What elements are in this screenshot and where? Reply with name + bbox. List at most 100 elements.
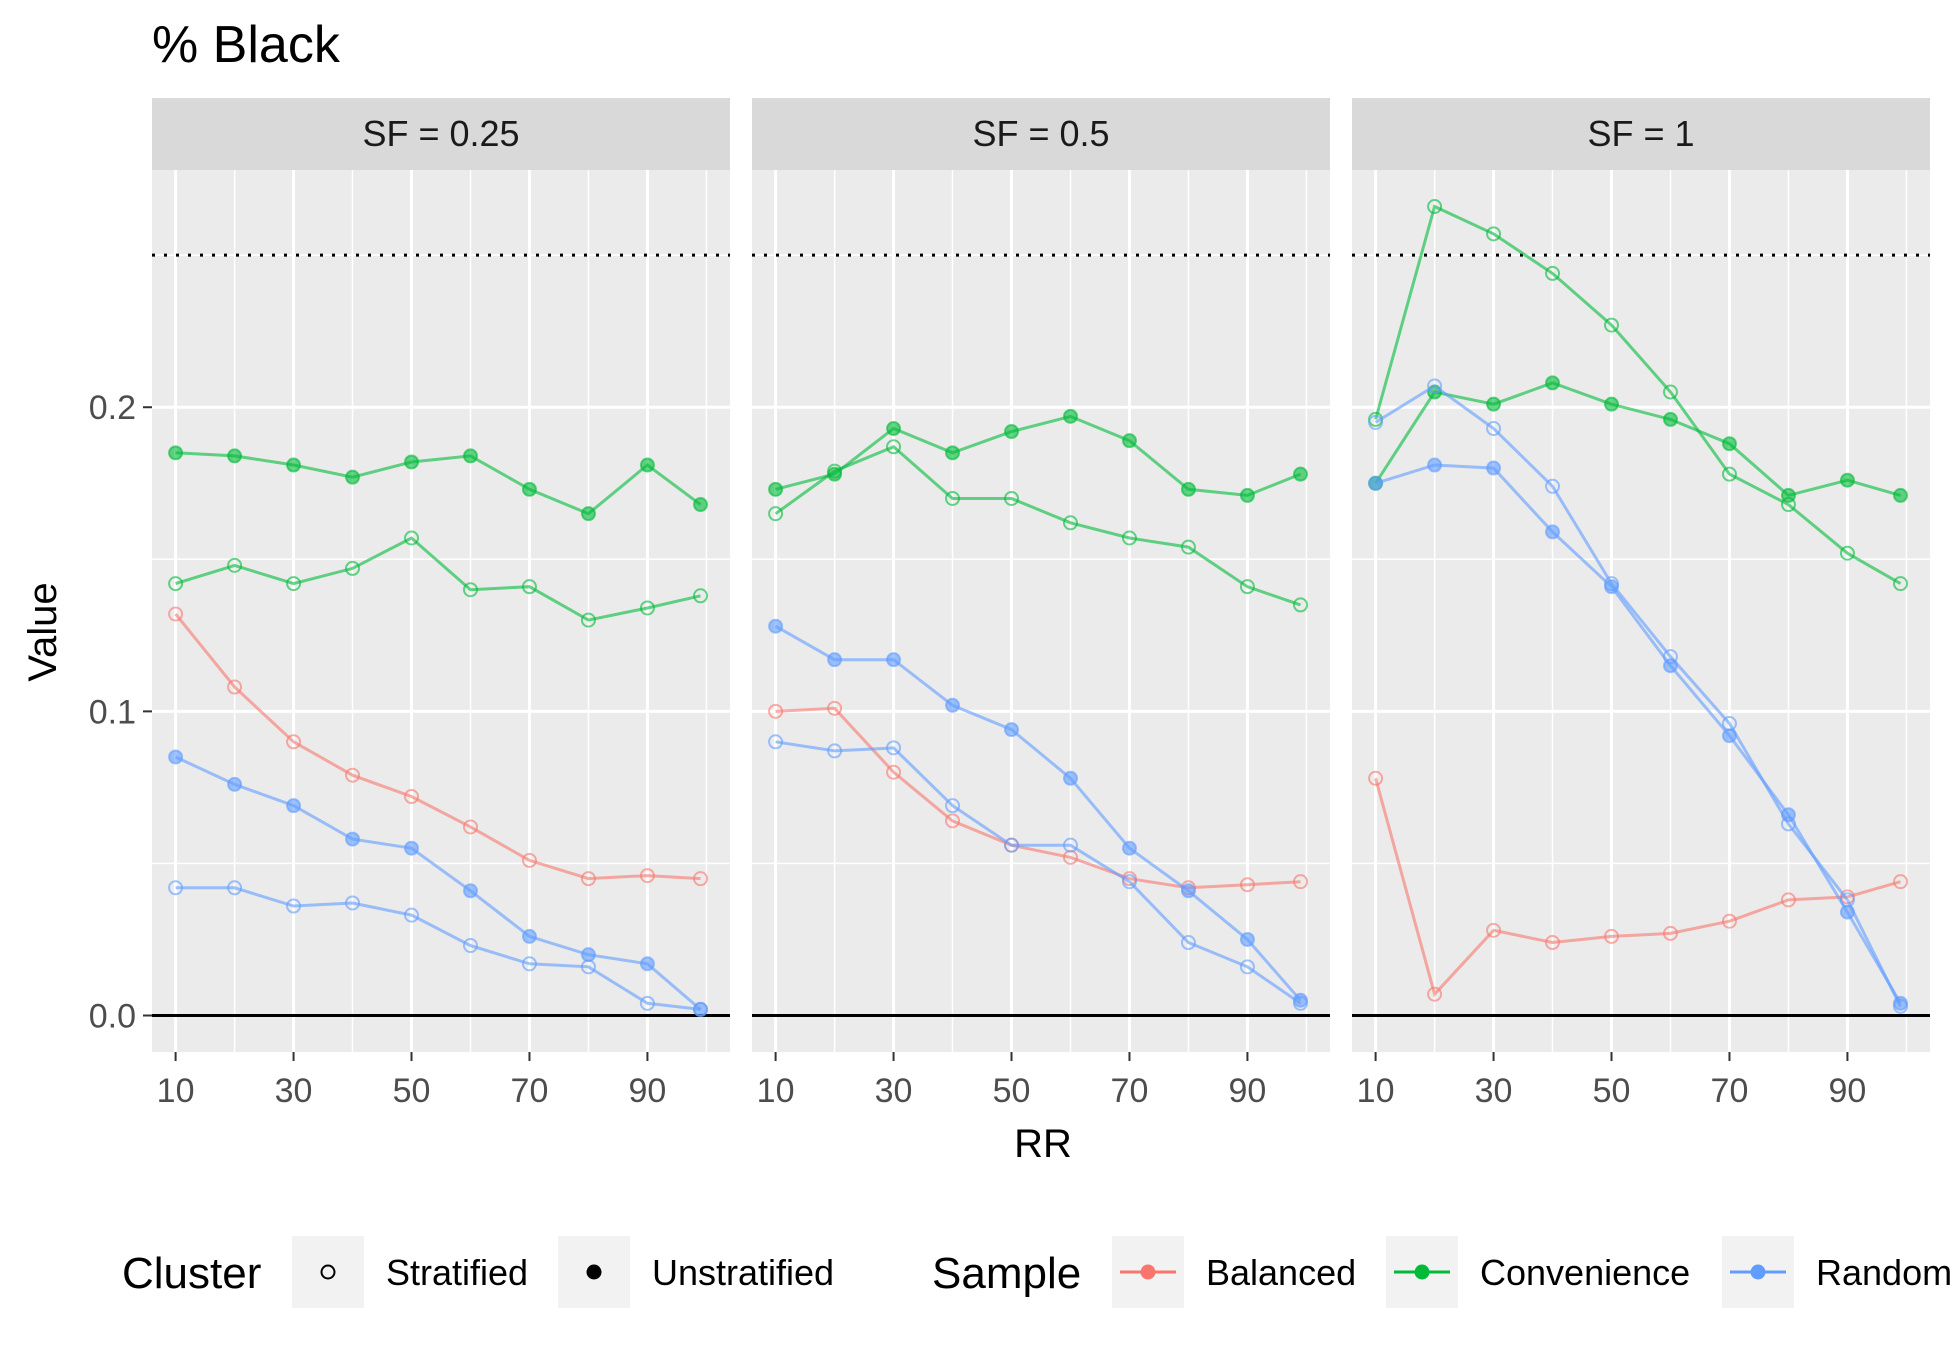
series-line xyxy=(1375,463,1902,1005)
panel-background xyxy=(1352,170,1930,1052)
data-point xyxy=(521,481,537,497)
facet-panel: SF = 0.25 10 30 50 70 90 xyxy=(152,98,730,1110)
data-point xyxy=(345,767,361,783)
data-point xyxy=(521,928,537,944)
data-point xyxy=(462,582,478,598)
legend-point xyxy=(1140,1264,1156,1280)
data-point xyxy=(345,831,361,847)
facet-strip-label: SF = 1 xyxy=(1587,113,1694,154)
data-point xyxy=(1662,658,1678,674)
data-point xyxy=(580,506,596,522)
data-point xyxy=(1239,959,1255,975)
data-point xyxy=(945,798,961,814)
data-point xyxy=(693,871,709,887)
data-point xyxy=(886,652,902,668)
data-point xyxy=(1293,597,1309,613)
data-point xyxy=(462,938,478,954)
data-point xyxy=(639,956,655,972)
data-point xyxy=(168,749,184,765)
data-point xyxy=(1121,530,1137,546)
data-point xyxy=(1545,375,1561,391)
data-point xyxy=(1893,487,1909,503)
data-point xyxy=(345,469,361,485)
data-point xyxy=(639,600,655,616)
data-point xyxy=(1427,457,1443,473)
data-point xyxy=(945,813,961,829)
data-point xyxy=(886,421,902,437)
data-point xyxy=(1839,904,1855,920)
series-line xyxy=(775,740,1302,1005)
panel-background xyxy=(152,170,730,1052)
data-point xyxy=(168,576,184,592)
data-point xyxy=(1427,986,1443,1002)
data-point xyxy=(1062,515,1078,531)
data-point xyxy=(1662,925,1678,941)
series-line xyxy=(1374,204,1902,585)
data-point xyxy=(1239,877,1255,893)
data-point xyxy=(286,734,302,750)
data-point xyxy=(404,454,420,470)
data-point xyxy=(1662,411,1678,427)
data-point xyxy=(1239,931,1255,947)
legend: Cluster Stratified Unstratified Sample Balan… xyxy=(122,1236,1950,1308)
data-point xyxy=(886,439,902,455)
data-point xyxy=(404,789,420,805)
data-point xyxy=(1721,728,1737,744)
data-point xyxy=(227,679,243,695)
data-point xyxy=(1839,545,1855,561)
data-point xyxy=(521,579,537,595)
data-point xyxy=(1180,539,1196,555)
legend-title: Cluster xyxy=(122,1249,261,1298)
data-point xyxy=(1062,770,1078,786)
legend-key xyxy=(292,1236,364,1308)
data-point xyxy=(227,776,243,792)
data-point xyxy=(404,530,420,546)
data-point xyxy=(286,457,302,473)
x-tick-label: 10 xyxy=(1357,1072,1395,1110)
data-point xyxy=(286,898,302,914)
data-point xyxy=(768,734,784,750)
data-point xyxy=(1721,913,1737,929)
x-tick-label: 90 xyxy=(1229,1072,1267,1110)
data-point xyxy=(1121,840,1137,856)
data-point xyxy=(286,798,302,814)
data-point xyxy=(945,697,961,713)
data-point xyxy=(1180,883,1196,899)
data-point xyxy=(580,612,596,628)
legend-point xyxy=(586,1264,602,1280)
data-point xyxy=(580,871,596,887)
data-point xyxy=(227,880,243,896)
data-point xyxy=(1486,396,1502,412)
legend-point xyxy=(1750,1264,1766,1280)
x-axis-title: RR xyxy=(1014,1122,1072,1166)
series-line xyxy=(174,755,702,1011)
data-point xyxy=(1121,433,1137,449)
x-tick-label: 30 xyxy=(875,1072,913,1110)
legend-label: Convenience xyxy=(1480,1252,1690,1293)
data-point xyxy=(768,618,784,634)
data-point xyxy=(945,490,961,506)
x-tick-label: 70 xyxy=(1711,1072,1749,1110)
data-point xyxy=(521,852,537,868)
data-point xyxy=(462,819,478,835)
data-point xyxy=(404,907,420,923)
series-line xyxy=(175,886,701,1011)
data-point xyxy=(1839,472,1855,488)
data-point xyxy=(1780,807,1796,823)
data-point xyxy=(1427,378,1443,394)
facet-strip xyxy=(1352,98,1930,170)
data-point xyxy=(1893,874,1909,890)
series-line xyxy=(174,613,701,881)
data-point xyxy=(1062,408,1078,424)
legend-label: Balanced xyxy=(1206,1252,1356,1293)
x-tick-label: 30 xyxy=(1475,1072,1513,1110)
x-tick-label: 90 xyxy=(629,1072,667,1110)
data-point xyxy=(227,448,243,464)
data-point xyxy=(1721,466,1737,482)
y-tick-label: 0.0 xyxy=(89,998,136,1036)
data-point xyxy=(1604,317,1620,333)
data-point xyxy=(345,560,361,576)
data-point xyxy=(639,457,655,473)
